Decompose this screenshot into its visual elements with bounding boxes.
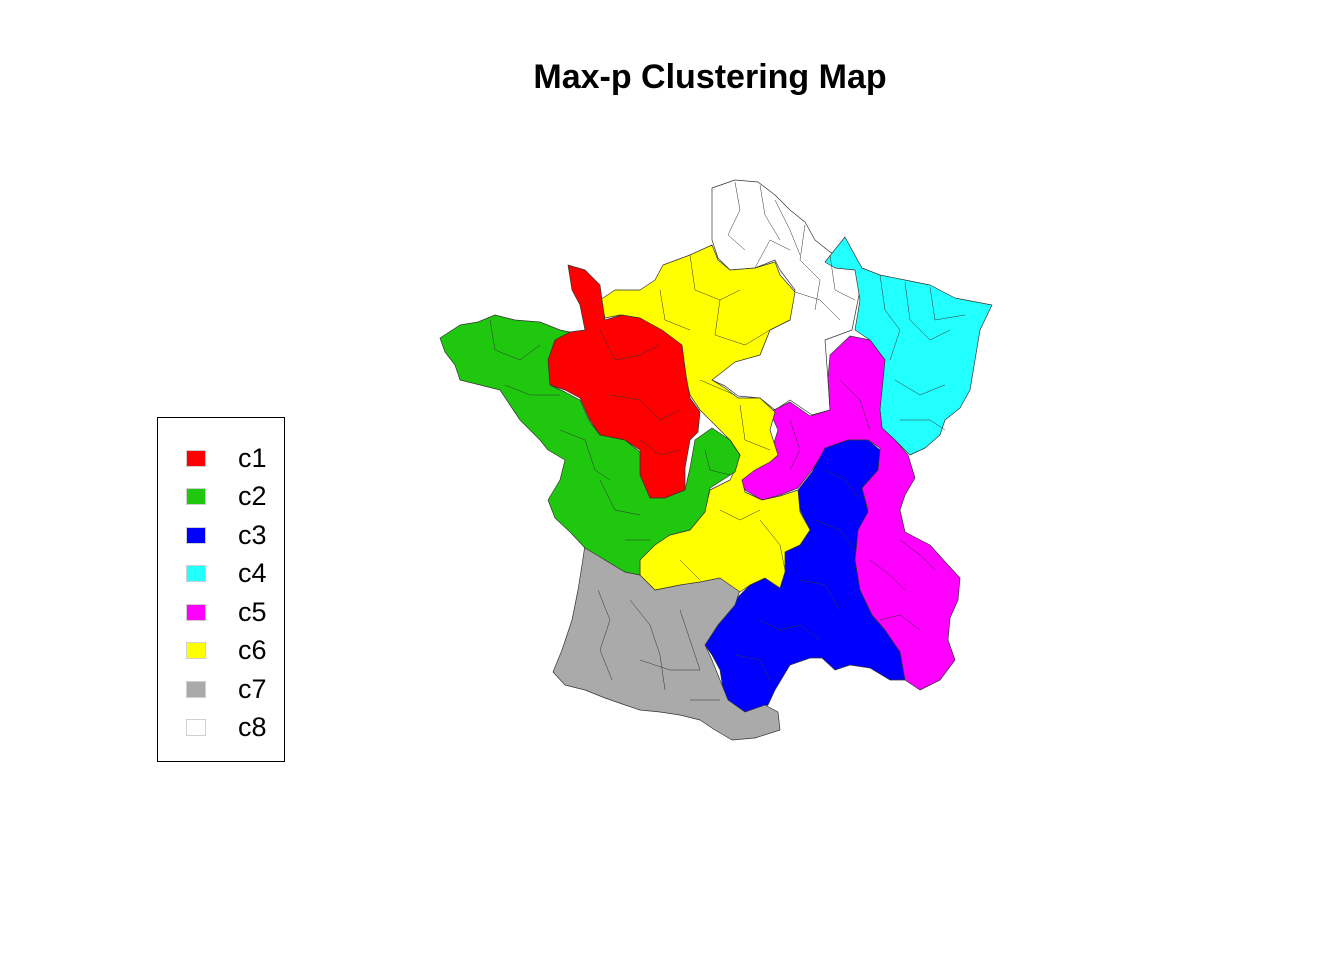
department-boundary	[559, 429, 611, 481]
cluster-regions	[439, 179, 993, 741]
department-boundary	[929, 286, 966, 321]
legend-item-c3: c3	[186, 520, 267, 550]
legend: c1 c2 c3 c4 c5 c6 c7 c8	[157, 417, 285, 762]
legend-item-c4: c4	[186, 558, 267, 588]
legend-swatch	[186, 526, 206, 544]
legend-swatch	[186, 603, 206, 621]
department-boundary	[759, 519, 786, 571]
legend-swatch	[186, 641, 206, 659]
legend-item-c5: c5	[186, 597, 267, 627]
legend-label: c7	[238, 673, 267, 704]
legend-item-c6: c6	[186, 635, 267, 665]
department-boundary	[894, 379, 946, 396]
map-title: Max-p Clustering Map	[533, 58, 887, 96]
region-c8	[711, 179, 861, 416]
legend-swatch	[186, 487, 206, 505]
department-boundary	[774, 199, 801, 256]
department-boundary	[799, 224, 821, 311]
department-boundary	[799, 579, 841, 611]
department-boundary	[879, 614, 921, 631]
department-boundary	[759, 184, 781, 241]
department-boundary	[704, 449, 731, 476]
department-boundary	[489, 319, 541, 361]
department-boundary	[699, 379, 736, 396]
department-boundary	[759, 619, 821, 641]
department-boundary	[659, 289, 691, 331]
legend-item-c8: c8	[186, 712, 267, 742]
department-boundary	[900, 419, 946, 431]
legend-label: c2	[238, 480, 267, 511]
legend-item-c7: c7	[186, 674, 267, 704]
department-boundary	[794, 291, 841, 321]
department-boundary	[734, 654, 771, 681]
department-boundary	[639, 439, 681, 456]
region-c2	[439, 314, 741, 576]
department-boundary	[869, 559, 906, 591]
legend-swatch	[186, 718, 206, 736]
department-boundary	[504, 384, 560, 396]
legend-swatch	[186, 680, 206, 698]
department-boundary	[629, 599, 666, 691]
department-boundary	[739, 404, 771, 451]
department-boundary	[679, 609, 701, 671]
legend-item-c1: c1	[186, 443, 267, 473]
department-boundary	[719, 509, 761, 521]
legend-label: c1	[238, 442, 267, 473]
department-boundary	[609, 394, 681, 421]
department-boundary	[599, 479, 641, 516]
department-boundary	[714, 299, 771, 346]
region-c4	[824, 236, 993, 456]
department-boundary	[829, 254, 856, 301]
legend-label: c5	[238, 596, 267, 627]
department-boundary	[814, 519, 856, 551]
department-boundary	[904, 281, 951, 341]
legend-label: c6	[238, 634, 267, 665]
department-boundary	[754, 239, 791, 269]
legend-swatch	[186, 449, 206, 467]
department-boundary	[639, 659, 700, 671]
department-boundary	[689, 254, 741, 301]
department-boundary	[597, 589, 613, 681]
department-boundary	[839, 379, 871, 431]
legend-swatch	[186, 564, 206, 582]
department-boundary	[879, 274, 901, 361]
department-boundary	[789, 419, 801, 471]
department-boundary	[899, 539, 936, 571]
department-boundary	[824, 469, 861, 501]
department-boundaries	[489, 181, 966, 701]
legend-label: c8	[238, 711, 267, 742]
department-boundary	[599, 329, 661, 361]
department-boundary	[727, 181, 746, 251]
legend-label: c3	[238, 519, 267, 550]
department-boundary	[679, 559, 701, 581]
legend-item-c2: c2	[186, 481, 267, 511]
legend-label: c4	[238, 557, 267, 588]
